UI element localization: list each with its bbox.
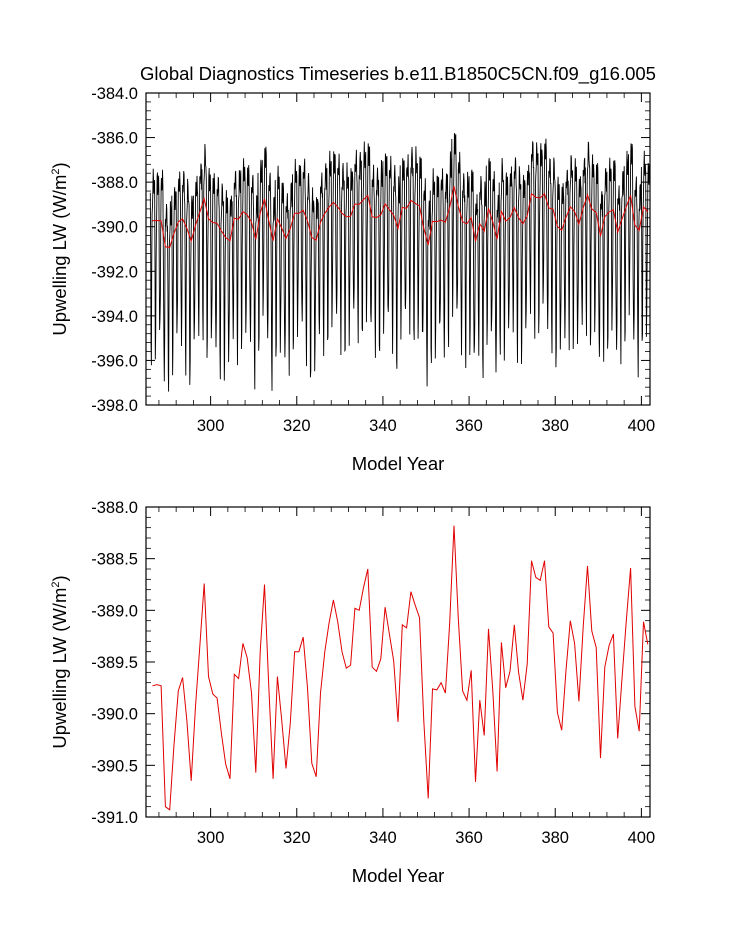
top-y-axis-label-main: Upwelling LW (W/m (49, 175, 70, 336)
y-tick-label: -392.0 (91, 263, 138, 281)
bottom-y-axis-label-sup: 2 (50, 582, 62, 588)
x-tick-label: 380 (541, 829, 569, 847)
y-tick-label: -389.5 (91, 654, 138, 672)
top-axis-ticks (146, 92, 650, 406)
top-y-tick-labels: -398.0 -396.0 -394.0 -392.0 -390.0 -388.0 -386… (91, 85, 138, 415)
bottom-y-axis-label-main: Upwelling LW (W/m (49, 588, 70, 749)
top-y-axis-label-end: ) (49, 162, 70, 168)
x-tick-label: 340 (369, 829, 397, 847)
y-tick-label: -388.0 (91, 174, 138, 192)
bottom-panel: -391.0 -390.5 -390.0 -389.5 -389.0 -388.5 -388… (49, 499, 655, 886)
bottom-plot-frame (145, 506, 651, 818)
bottom-y-tick-labels: -391.0 -390.5 -390.0 -389.5 -389.0 -388.5 -388… (91, 499, 138, 827)
y-tick-label: -384.0 (91, 85, 138, 103)
y-tick-label: -396.0 (91, 352, 138, 370)
y-tick-label: -394.0 (91, 308, 138, 326)
x-tick-label: 360 (455, 829, 483, 847)
y-tick-label: -391.0 (91, 809, 138, 827)
y-tick-label: -386.0 (91, 130, 138, 148)
x-tick-label: 340 (369, 417, 397, 435)
top-plot-frame (145, 92, 651, 406)
top-y-axis-label: Upwelling LW (W/m2) (49, 162, 70, 335)
y-tick-label: -389.0 (91, 602, 138, 620)
x-tick-label: 300 (197, 829, 225, 847)
bottom-x-tick-labels: 300 320 340 360 380 400 (197, 829, 655, 847)
y-tick-label: -390.5 (91, 757, 138, 775)
bottom-y-axis-label: Upwelling LW (W/m2) (49, 575, 70, 748)
top-panel: -398.0 -396.0 -394.0 -392.0 -390.0 -388.0 -386… (49, 85, 655, 474)
x-tick-label: 400 (628, 829, 656, 847)
y-tick-label: -388.0 (91, 499, 138, 517)
y-tick-label: -390.0 (91, 706, 138, 724)
x-tick-label: 360 (455, 417, 483, 435)
top-x-axis-label: Model Year (352, 453, 445, 474)
annual-mean-series-line (152, 186, 649, 248)
bottom-x-axis-label: Model Year (352, 865, 445, 886)
annual-mean-series-line (152, 525, 649, 811)
x-tick-label: 320 (283, 829, 311, 847)
top-plot-area (149, 132, 651, 392)
y-tick-label: -388.5 (91, 551, 138, 569)
y-tick-label: -398.0 (91, 397, 138, 415)
bottom-y-axis-label-end: ) (49, 575, 70, 581)
y-tick-label: -390.0 (91, 219, 138, 237)
monthly-series-line (149, 132, 651, 392)
chart-title: Global Diagnostics Timeseries b.e11.B185… (140, 63, 656, 85)
x-tick-label: 320 (283, 417, 311, 435)
x-tick-label: 400 (628, 417, 656, 435)
bottom-axis-ticks (146, 506, 650, 818)
top-x-tick-labels: 300 320 340 360 380 400 (197, 417, 655, 435)
top-y-axis-label-sup: 2 (50, 169, 62, 175)
x-tick-label: 300 (197, 417, 225, 435)
bottom-plot-area (152, 525, 649, 811)
x-tick-label: 380 (541, 417, 569, 435)
